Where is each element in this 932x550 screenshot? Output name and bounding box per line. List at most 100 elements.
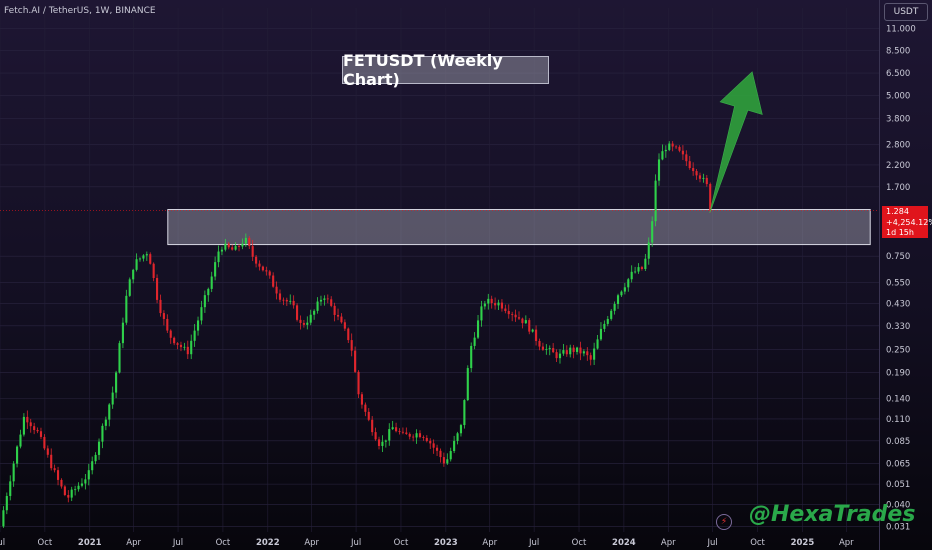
candle-body xyxy=(596,339,599,349)
candle-body xyxy=(432,443,435,448)
candle-body xyxy=(210,276,213,289)
candle-body xyxy=(579,347,582,354)
x-tick-label: Oct xyxy=(572,538,587,548)
candle-body xyxy=(108,404,111,420)
x-tick-label: Oct xyxy=(750,538,765,548)
candle-body xyxy=(173,337,176,344)
candle-body xyxy=(214,262,217,277)
candle-body xyxy=(439,450,442,458)
candle-body xyxy=(384,440,387,442)
y-tick-label: 0.051 xyxy=(886,480,910,490)
candle-body xyxy=(466,368,469,401)
candle-body xyxy=(678,146,681,151)
currency-selector[interactable]: USDT xyxy=(884,3,928,21)
candle-body xyxy=(248,237,251,247)
candle-body xyxy=(593,348,596,360)
candle-body xyxy=(234,246,237,250)
candle-body xyxy=(654,180,657,222)
x-tick-label: 2022 xyxy=(256,538,280,548)
candle-body xyxy=(459,425,463,434)
candle-body xyxy=(405,432,408,434)
candle-body xyxy=(258,263,261,267)
candle-body xyxy=(500,302,503,309)
y-tick-label: 0.110 xyxy=(886,415,910,425)
candle-body xyxy=(456,433,459,441)
candle-body xyxy=(476,320,480,338)
candle-body xyxy=(12,463,15,482)
x-axis[interactable]: Jul Oct 2021 Apr Jul Oct 2022 Apr Jul Oct 2023 Apr J… xyxy=(0,538,854,548)
candle-body xyxy=(401,431,404,433)
x-tick-label: Oct xyxy=(38,538,53,548)
candle-body xyxy=(330,299,333,306)
candle-body xyxy=(606,318,609,324)
x-tick-label: 2024 xyxy=(612,538,636,548)
candle-body xyxy=(33,426,36,431)
y-tick-label: 0.085 xyxy=(886,437,910,447)
candle-body xyxy=(634,271,637,273)
candle-body xyxy=(644,258,647,270)
candle-body xyxy=(360,394,363,405)
y-tick-label: 2.200 xyxy=(886,161,910,171)
candle-body xyxy=(60,479,63,487)
candle-body xyxy=(56,470,60,480)
candle-body xyxy=(142,255,145,259)
candle-body xyxy=(552,348,555,353)
candle-body xyxy=(377,439,381,446)
candle-body xyxy=(336,314,340,317)
candle-body xyxy=(9,481,12,496)
candle-body xyxy=(422,437,425,438)
candle-body xyxy=(640,267,643,270)
candle-body xyxy=(463,400,466,426)
candle-body xyxy=(514,314,517,318)
candle-body xyxy=(104,419,107,426)
candle-body xyxy=(207,288,210,296)
y-axis[interactable]: 11.000 8.500 6.500 5.000 3.800 2.800 2.200 1.70… xyxy=(879,0,916,550)
candle-body xyxy=(548,348,551,350)
candle-body xyxy=(156,278,159,300)
candle-body xyxy=(84,479,87,484)
candle-body xyxy=(203,295,206,308)
candle-body xyxy=(558,353,562,359)
candle-body xyxy=(316,301,319,311)
candle-body xyxy=(53,468,56,471)
candle-body xyxy=(623,287,626,292)
y-tick-label: 11.000 xyxy=(886,24,916,34)
candle-body xyxy=(415,433,418,438)
candle-body xyxy=(589,355,592,360)
candle-body xyxy=(323,298,326,300)
candle-body xyxy=(70,489,73,498)
candle-body xyxy=(261,266,264,271)
last-price-tag: 1.284 +4,254.12% 1d 15h xyxy=(882,206,932,238)
candle-body xyxy=(367,411,370,420)
candle-body xyxy=(326,298,329,300)
candle-body xyxy=(87,470,90,480)
candle-body xyxy=(29,422,32,427)
candle-body xyxy=(616,295,620,304)
candle-body xyxy=(149,254,152,264)
candle-body xyxy=(555,352,558,359)
candle-body xyxy=(395,427,398,432)
candle-body xyxy=(145,254,148,256)
candle-body xyxy=(176,343,179,345)
candle-body xyxy=(483,303,486,307)
candle-body xyxy=(159,299,162,314)
candle-body xyxy=(494,303,497,306)
x-tick-label: Apr xyxy=(304,538,319,548)
candle-body xyxy=(125,295,128,323)
candle-body xyxy=(575,347,579,352)
candle-body xyxy=(671,143,674,147)
candle-body xyxy=(302,322,305,325)
candle-body xyxy=(698,175,702,179)
candle-body xyxy=(101,425,104,442)
lightning-icon[interactable]: ⚡ xyxy=(716,514,732,530)
candle-body xyxy=(190,340,193,355)
candle-body xyxy=(217,251,220,263)
candle-body xyxy=(572,347,575,352)
candle-body xyxy=(517,317,521,319)
x-tick-label: Apr xyxy=(661,538,676,548)
candle-body xyxy=(121,322,124,344)
y-tick-label: 5.000 xyxy=(886,91,910,101)
candle-body xyxy=(16,446,19,464)
candle-body xyxy=(220,249,224,252)
